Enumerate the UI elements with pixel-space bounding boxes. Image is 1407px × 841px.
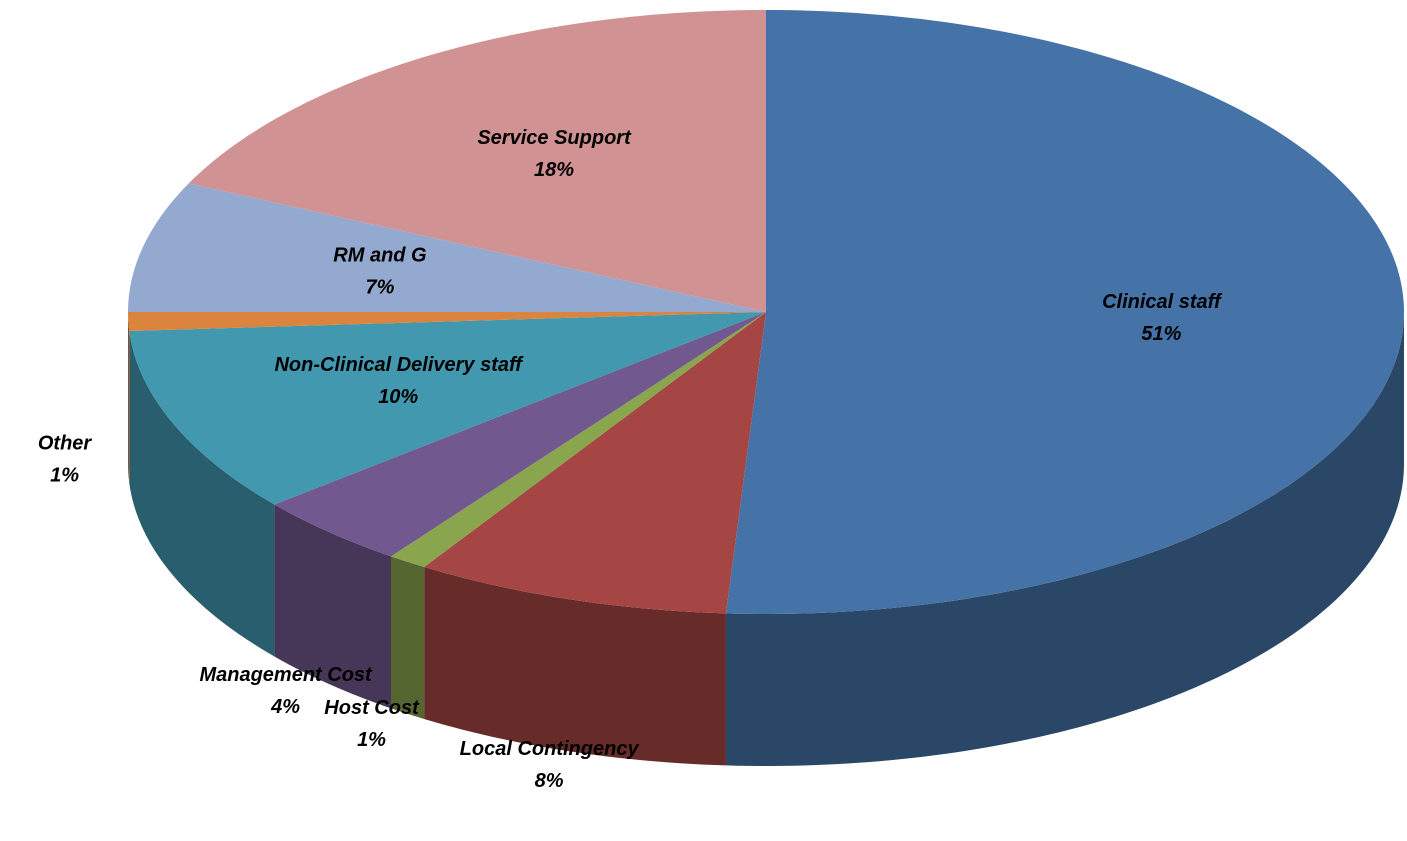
pie-slice [390, 312, 766, 567]
slice-label: Other [38, 433, 93, 455]
slice-value-label: 1% [357, 729, 386, 751]
pie-slice [725, 10, 1404, 614]
pie-side [424, 566, 726, 766]
slice-value-label: 8% [535, 770, 564, 792]
pie-side [390, 556, 425, 719]
pie-slice [188, 10, 766, 312]
pie-side [725, 312, 1404, 766]
pie-slice [424, 312, 766, 614]
slice-value-label: 1% [50, 465, 79, 487]
pie-slice [128, 312, 766, 331]
slice-value-label: 10% [378, 386, 418, 408]
slice-value-label: 18% [534, 159, 574, 181]
pie-slice [128, 183, 766, 312]
pie-slice [274, 312, 766, 557]
slice-label: Clinical staff [1102, 291, 1223, 313]
slice-label: Host Cost [324, 697, 420, 719]
slice-label: Non-Clinical Delivery staff [274, 354, 524, 376]
pie-side [274, 504, 391, 709]
slice-value-label: 51% [1141, 323, 1181, 345]
slice-value-label: 4% [270, 696, 300, 718]
slice-label: Local Contingency [460, 738, 640, 760]
slice-label: Management Cost [199, 664, 373, 686]
slice-label: Service Support [477, 127, 632, 149]
slice-label: RM and G [333, 244, 426, 266]
pie-slice [129, 312, 767, 505]
pie-side [129, 330, 275, 657]
slice-value-label: 7% [366, 276, 395, 298]
pie-side [128, 312, 130, 483]
